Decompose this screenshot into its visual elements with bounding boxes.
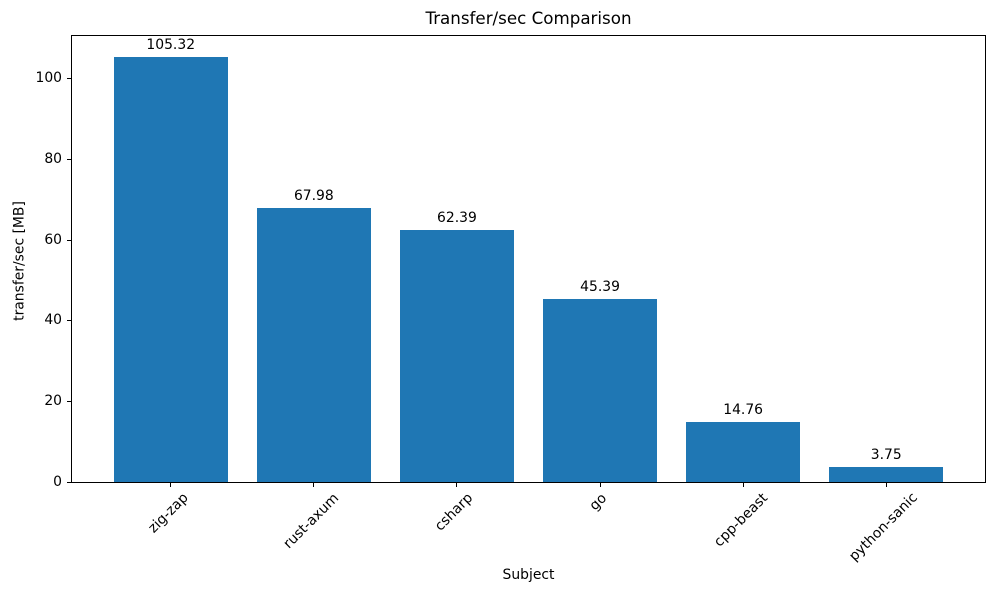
chart-title: Transfer/sec Comparison bbox=[425, 8, 632, 28]
bar-zig-zap bbox=[113, 57, 228, 482]
y-axis-label: transfer/sec [MB] bbox=[11, 201, 28, 321]
y-tick-label: 80 bbox=[44, 150, 62, 167]
bar-go bbox=[542, 298, 658, 482]
y-tick-mark bbox=[67, 158, 71, 160]
x-tick-label: go bbox=[586, 489, 610, 514]
y-tick-label: 100 bbox=[35, 70, 62, 87]
bar-csharp bbox=[399, 230, 515, 482]
y-tick-mark bbox=[67, 320, 71, 322]
y-tick-label: 40 bbox=[44, 312, 62, 329]
x-tick-label: rust-axum bbox=[280, 489, 343, 552]
x-tick-mark bbox=[885, 483, 887, 487]
y-tick-label: 20 bbox=[44, 392, 62, 409]
bar-value-label: 67.98 bbox=[293, 187, 334, 204]
y-tick-mark bbox=[67, 481, 71, 483]
x-tick-mark bbox=[170, 483, 172, 487]
bar-rust-axum bbox=[256, 207, 372, 482]
x-tick-label: python-sanic bbox=[846, 490, 922, 565]
y-tick-mark bbox=[67, 78, 71, 80]
y-tick-label: 0 bbox=[53, 473, 62, 490]
bar-value-label: 3.75 bbox=[870, 446, 902, 463]
bar-value-label: 45.39 bbox=[580, 278, 620, 295]
x-tick-mark bbox=[313, 483, 315, 487]
x-tick-label: cpp-beast bbox=[710, 490, 771, 551]
y-tick-mark bbox=[67, 239, 71, 241]
bar-python-sanic bbox=[829, 466, 944, 482]
x-tick-mark bbox=[742, 483, 744, 487]
bar-cpp-beast bbox=[685, 422, 801, 482]
x-tick-mark bbox=[599, 483, 601, 487]
y-tick-label: 60 bbox=[44, 231, 62, 248]
bar-value-label: 62.39 bbox=[437, 210, 477, 227]
y-tick-mark bbox=[67, 400, 71, 402]
x-tick-mark bbox=[456, 483, 458, 487]
x-tick-label: csharp bbox=[432, 490, 477, 535]
bar-value-label: 105.32 bbox=[146, 37, 196, 54]
x-axis-label: Subject bbox=[502, 567, 555, 583]
bar-value-label: 14.76 bbox=[723, 402, 764, 419]
x-tick-label: zig-zap bbox=[144, 490, 192, 537]
